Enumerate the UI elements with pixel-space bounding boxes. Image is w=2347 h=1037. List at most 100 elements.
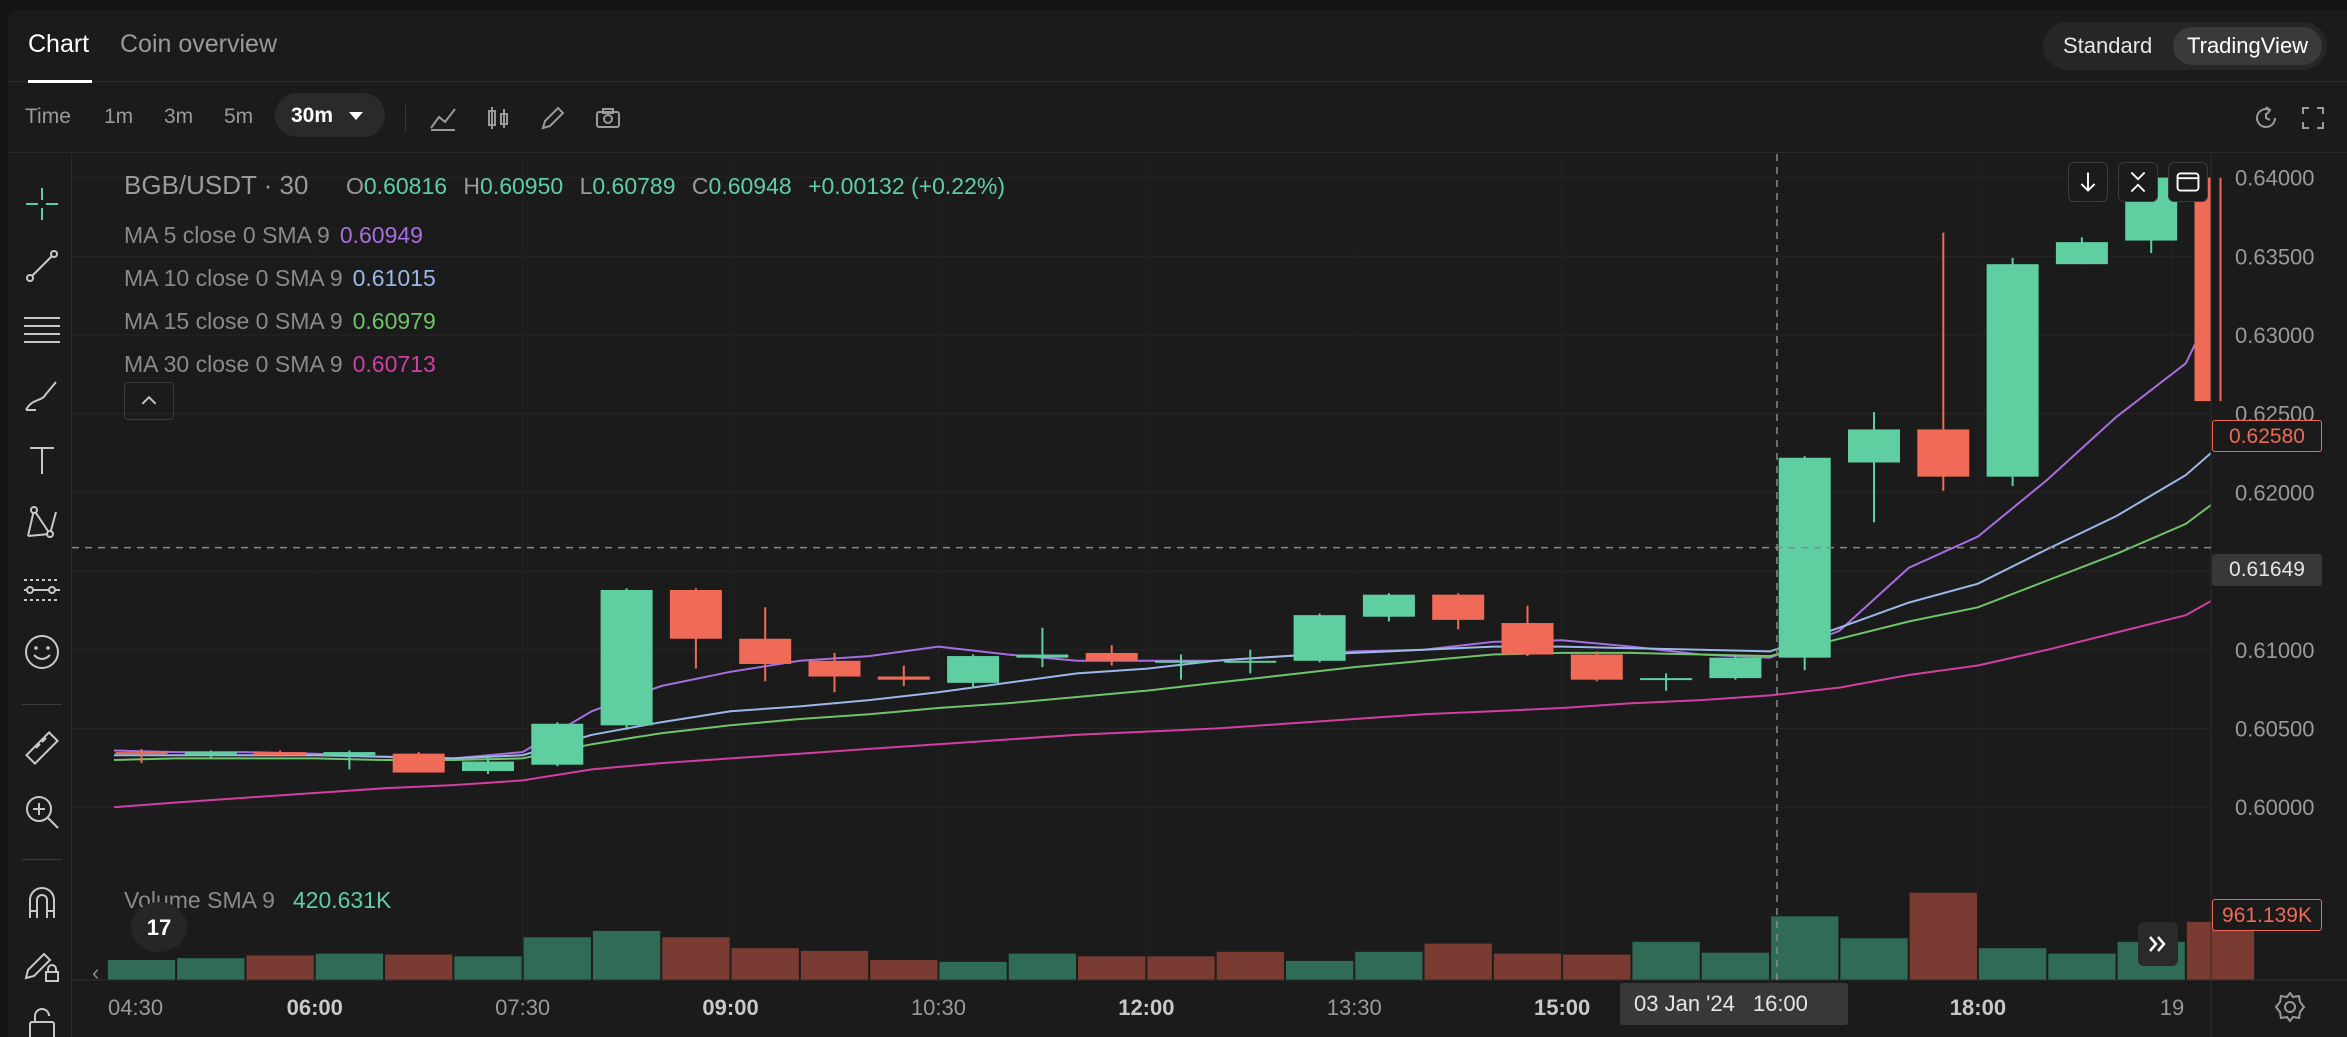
maximize-pane-icon[interactable] <box>2168 162 2208 202</box>
volume-bar <box>2048 953 2116 980</box>
lock-icon[interactable] <box>22 1004 62 1037</box>
ma-line-ma30 <box>113 600 2212 809</box>
ma5-label: MA 5 close 0 SMA 9 <box>124 222 330 248</box>
volume-bar <box>662 937 730 980</box>
standard-view-button[interactable]: Standard <box>2063 33 2153 58</box>
sidebar-divider <box>22 859 62 860</box>
ma10-label: MA 10 close 0 SMA 9 <box>124 265 343 291</box>
candle-body <box>531 723 584 765</box>
tab-active-indicator <box>28 80 92 83</box>
x-tick-label: 07:30 <box>495 995 550 1020</box>
volume-bar <box>107 960 176 980</box>
crosshair-price-tag: 0.61649 <box>2212 554 2322 586</box>
pencil-icon[interactable] <box>538 103 568 133</box>
trendline-icon[interactable] <box>22 246 62 286</box>
scroll-to-realtime-button[interactable] <box>2138 922 2178 966</box>
collapse-legend-button[interactable] <box>124 382 174 420</box>
lock-draw-icon[interactable] <box>22 944 62 984</box>
candle-body <box>1640 678 1693 681</box>
candle-style-icon[interactable] <box>483 103 513 133</box>
horizontal-lines-icon[interactable] <box>22 310 62 350</box>
time-axis: 04:30 06:00 07:30 09:00 10:30 12:00 13:30 15:00… <box>108 995 2184 1020</box>
volume-histogram <box>107 892 2255 980</box>
volume-bar <box>1701 952 1770 980</box>
volume-bar <box>1078 956 1146 980</box>
volume-bar <box>523 937 591 980</box>
interval-5m-button[interactable]: 5m <box>224 105 254 128</box>
pattern-icon[interactable] <box>22 504 62 544</box>
candle-body <box>1709 657 1762 679</box>
ma10-legend[interactable]: MA 10 close 0 SMA 9 0.61015 <box>124 265 436 292</box>
ma15-legend[interactable]: MA 15 close 0 SMA 9 0.60979 <box>124 308 436 335</box>
volume-bar <box>731 948 799 980</box>
price-chart[interactable]: 0.640000.635000.630000.625000.620000.615… <box>8 10 2347 1037</box>
time-label[interactable]: Time <box>25 105 71 128</box>
interval-30m-dropdown[interactable]: 30m <box>275 93 385 137</box>
price-axis: 0.640000.635000.630000.625000.620000.615… <box>72 154 2347 1037</box>
candle-body <box>2194 177 2211 402</box>
drawing-tools-sidebar <box>8 154 72 1037</box>
candle-body <box>1085 652 1138 661</box>
brush-icon[interactable] <box>22 376 62 416</box>
camera-icon[interactable] <box>593 103 623 133</box>
volume-bar <box>1147 956 1215 980</box>
ma5-value: 0.60949 <box>339 222 423 248</box>
tab-chart[interactable]: Chart <box>28 30 90 58</box>
volume-bar <box>1355 951 1423 980</box>
crosshair-icon[interactable] <box>22 184 62 224</box>
open-key: O <box>346 173 364 199</box>
ma15-label: MA 15 close 0 SMA 9 <box>124 308 343 334</box>
volume-bar <box>1978 948 2047 980</box>
low-value: 0.60789 <box>592 173 676 199</box>
scroll-left-icon[interactable]: ‹ <box>92 960 100 985</box>
candle-body <box>669 589 722 639</box>
emoji-icon[interactable] <box>22 632 62 672</box>
arrow-down-icon[interactable] <box>2068 162 2108 202</box>
ma30-legend[interactable]: MA 30 close 0 SMA 9 0.60713 <box>124 351 436 378</box>
tradingview-logo-icon[interactable]: 17 <box>131 902 187 952</box>
fullscreen-icon[interactable] <box>2298 103 2328 133</box>
prediction-icon[interactable] <box>22 568 62 608</box>
high-value: 0.60950 <box>480 173 564 199</box>
x-tick-label: 13:30 <box>1327 995 1382 1020</box>
ma10-value: 0.61015 <box>352 265 436 291</box>
y-tick-label: 0.60500 <box>2235 716 2315 741</box>
crosshair-date: 03 Jan '24 <box>1634 991 1735 1016</box>
ma30-label: MA 30 close 0 SMA 9 <box>124 351 343 377</box>
volume-bar <box>939 961 1007 980</box>
magnet-icon[interactable] <box>22 882 62 922</box>
candle-body <box>1016 654 1069 658</box>
reload-icon[interactable] <box>2251 103 2281 133</box>
gear-icon[interactable] <box>2273 990 2307 1024</box>
candle-body <box>600 589 653 726</box>
y-tick-label: 0.61000 <box>2235 638 2315 663</box>
ma5-legend[interactable]: MA 5 close 0 SMA 9 0.60949 <box>124 222 423 249</box>
interval-3m-button[interactable]: 3m <box>164 105 194 128</box>
volume-bar <box>1424 943 1492 980</box>
volume-bar <box>1285 960 1354 980</box>
interval-1m-button[interactable]: 1m <box>104 105 134 128</box>
tab-coin-overview[interactable]: Coin overview <box>120 30 278 58</box>
tradingview-view-button[interactable]: TradingView <box>2173 27 2323 65</box>
candle-body <box>1432 594 1485 620</box>
volume-bar <box>1493 953 1562 980</box>
candle-body <box>1570 654 1623 680</box>
x-tick-label: 04:30 <box>108 995 163 1020</box>
candle-body <box>877 676 930 680</box>
x-tick-label: 10:30 <box>911 995 966 1020</box>
x-tick-label: 15:00 <box>1534 995 1590 1020</box>
close-key: C <box>691 173 709 199</box>
volume-bar <box>315 953 384 980</box>
y-tick-label: 0.64000 <box>2235 166 2315 191</box>
text-icon[interactable] <box>22 440 62 480</box>
candle-body <box>947 656 1000 683</box>
zoom-in-icon[interactable] <box>22 792 62 832</box>
low-key: L <box>579 173 593 199</box>
ma-line-ma10 <box>114 452 2212 760</box>
candle-body <box>2055 242 2108 265</box>
collapse-panes-icon[interactable] <box>2118 162 2158 202</box>
volume-bar <box>1909 892 1977 980</box>
caret-down-icon <box>349 112 363 120</box>
indicators-icon[interactable] <box>428 103 458 133</box>
ruler-icon[interactable] <box>22 728 62 768</box>
